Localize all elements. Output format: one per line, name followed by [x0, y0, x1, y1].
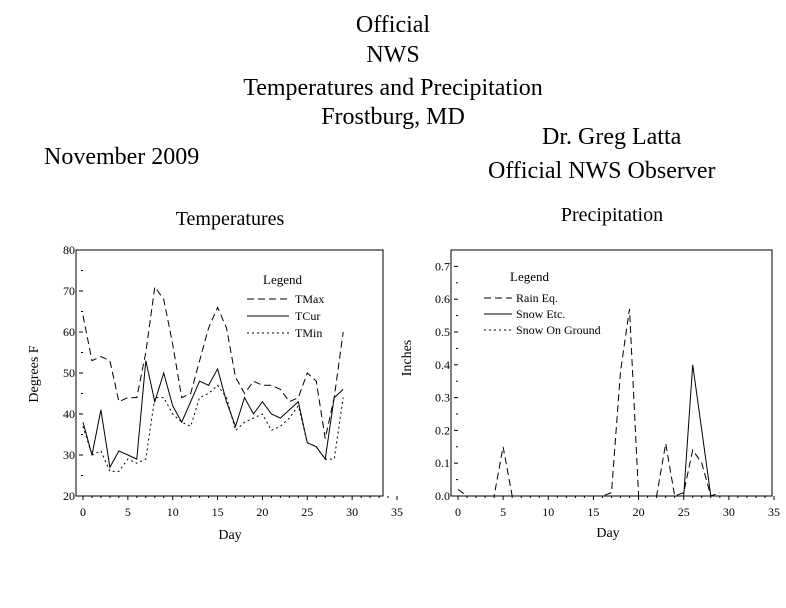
precipitation-series-rain-eq — [457, 308, 720, 497]
precipitation-x-tick-label: 20 — [633, 505, 645, 519]
legend-label-snow: Snow Etc. — [516, 307, 565, 321]
precipitation-y-tick-label: 0.6 — [435, 292, 450, 306]
temperature-x-tick-label: 15 — [212, 505, 224, 519]
temperature-y-tick-label: 80 — [63, 243, 75, 257]
legend-label-rain: Rain Eq. — [516, 291, 558, 305]
precipitation-x-tick-label: 35 — [768, 505, 780, 519]
temperature-x-tick-label: 25 — [301, 505, 313, 519]
precipitation-x-tick-label: 25 — [678, 505, 690, 519]
temperature-chart-title: Temperatures — [176, 208, 285, 230]
legend-label-tmin: TMin — [295, 326, 322, 340]
temperature-x-tick-label: 10 — [167, 505, 179, 519]
temperature-x-tick-label: 20 — [256, 505, 268, 519]
precipitation-x-tick-label: 10 — [542, 505, 554, 519]
precipitation-x-tick-label: 15 — [587, 505, 599, 519]
temperature-y-tick-label: 60 — [63, 325, 75, 339]
precipitation-y-tick-label: 0.0 — [435, 489, 450, 503]
temperature-x-tick-label: 30 — [346, 505, 358, 519]
temperature-y-axis-label: Degrees F — [27, 345, 42, 402]
temperature-y-tick-label: 50 — [63, 366, 75, 380]
temperature-legend-title: Legend — [263, 272, 302, 287]
precipitation-x-tick-label: 5 — [500, 505, 506, 519]
temperature-y-tick-label: 30 — [63, 448, 75, 462]
precipitation-chart: Precipitation Day Inches 0 5 10 15 20 25 30 35 0… — [400, 204, 780, 541]
legend-label-tmax: TMax — [295, 292, 324, 306]
temperature-x-tick-label: 0 — [80, 505, 86, 519]
temperature-x-axis-label: Day — [218, 528, 241, 543]
precipitation-y-axis-label: Inches — [400, 340, 415, 377]
temperature-y-tick-label: 40 — [63, 407, 75, 421]
precipitation-y-tick-label: 0.4 — [435, 358, 450, 372]
observer-name: Dr. Greg Latta — [542, 124, 682, 150]
precipitation-y-tick-label: 0.2 — [435, 423, 450, 437]
precipitation-y-tick-label: 0.7 — [435, 259, 450, 273]
temperature-series-tcur — [82, 360, 344, 469]
precipitation-legend: Legend Rain Eq. Snow Etc. Snow On Ground — [484, 269, 601, 337]
month-label: November 2009 — [44, 144, 200, 170]
precipitation-x-tick-label: 0 — [455, 505, 461, 519]
observer-title: Official NWS Observer — [488, 158, 716, 184]
temperature-series-tmin — [82, 384, 344, 472]
precipitation-x-tick-label: 30 — [723, 505, 735, 519]
precipitation-legend-title: Legend — [510, 269, 549, 284]
temperature-x-tick-label: 35 — [391, 505, 403, 519]
precipitation-x-axis-label: Day — [596, 526, 619, 541]
title-line-2: NWS — [366, 42, 420, 68]
title-line-3: Temperatures and Precipitation — [243, 75, 543, 101]
temperature-x-tick-label: 5 — [125, 505, 131, 519]
legend-label-snow-ground: Snow On Ground — [516, 323, 601, 337]
temperature-series-tmax — [82, 285, 344, 439]
precipitation-y-tick-label: 0.5 — [435, 325, 450, 339]
temperature-chart: Temperatures Day Degrees F 0 5 10 15 20 25 30 3… — [27, 208, 403, 543]
title-line-4: Frostburg, MD — [321, 104, 465, 130]
precipitation-y-tick-label: 0.3 — [435, 391, 450, 405]
temperature-plot-frame — [75, 249, 384, 497]
temperature-y-tick-label: 20 — [63, 489, 75, 503]
temperature-y-tick-label: 70 — [63, 284, 75, 298]
precipitation-plot-frame — [450, 249, 773, 497]
precipitation-y-tick-label: 0.1 — [435, 456, 450, 470]
legend-label-tcur: TCur — [295, 309, 320, 323]
title-line-1: Official — [355, 12, 431, 38]
temperature-legend: Legend TMax TCur TMin — [247, 272, 324, 340]
precipitation-chart-title: Precipitation — [561, 204, 663, 226]
